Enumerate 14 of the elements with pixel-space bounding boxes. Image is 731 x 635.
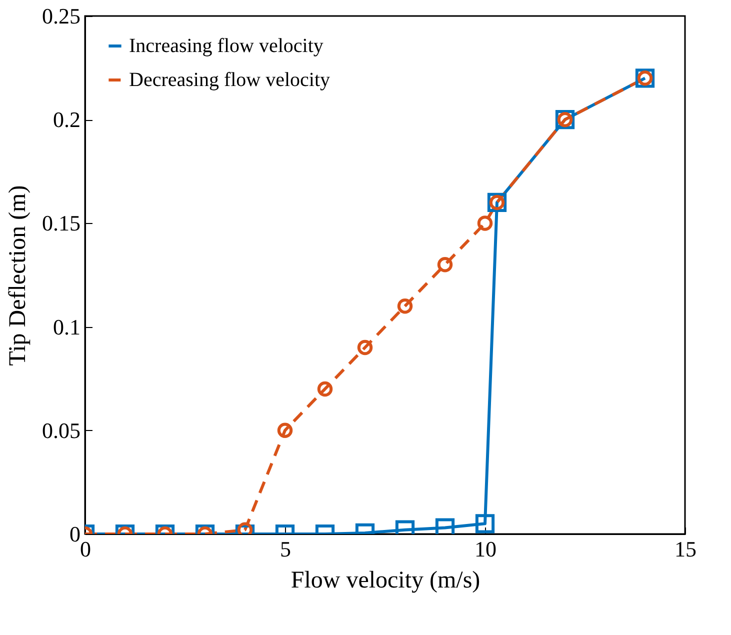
- y-tick-label: 0.25: [42, 4, 80, 28]
- legend-label: Increasing flow velocity: [129, 35, 324, 57]
- x-tick-label: 5: [280, 536, 291, 562]
- x-axis-title: Flow velocity (m/s): [290, 568, 480, 594]
- y-tick-label: 0.1: [53, 314, 80, 340]
- x-tick-label: 10: [474, 536, 496, 562]
- point: [477, 216, 493, 231]
- x-tick-label: 15: [674, 536, 696, 562]
- y-axis-title: Tip Deflection (m): [5, 185, 31, 366]
- y-tick-label: 0.05: [42, 418, 80, 443]
- y-tick-label: 0.2: [53, 107, 80, 132]
- legend-label: Decreasing flow velocity: [129, 69, 330, 91]
- point: [437, 257, 453, 272]
- y-tick-label: 0.15: [42, 210, 80, 236]
